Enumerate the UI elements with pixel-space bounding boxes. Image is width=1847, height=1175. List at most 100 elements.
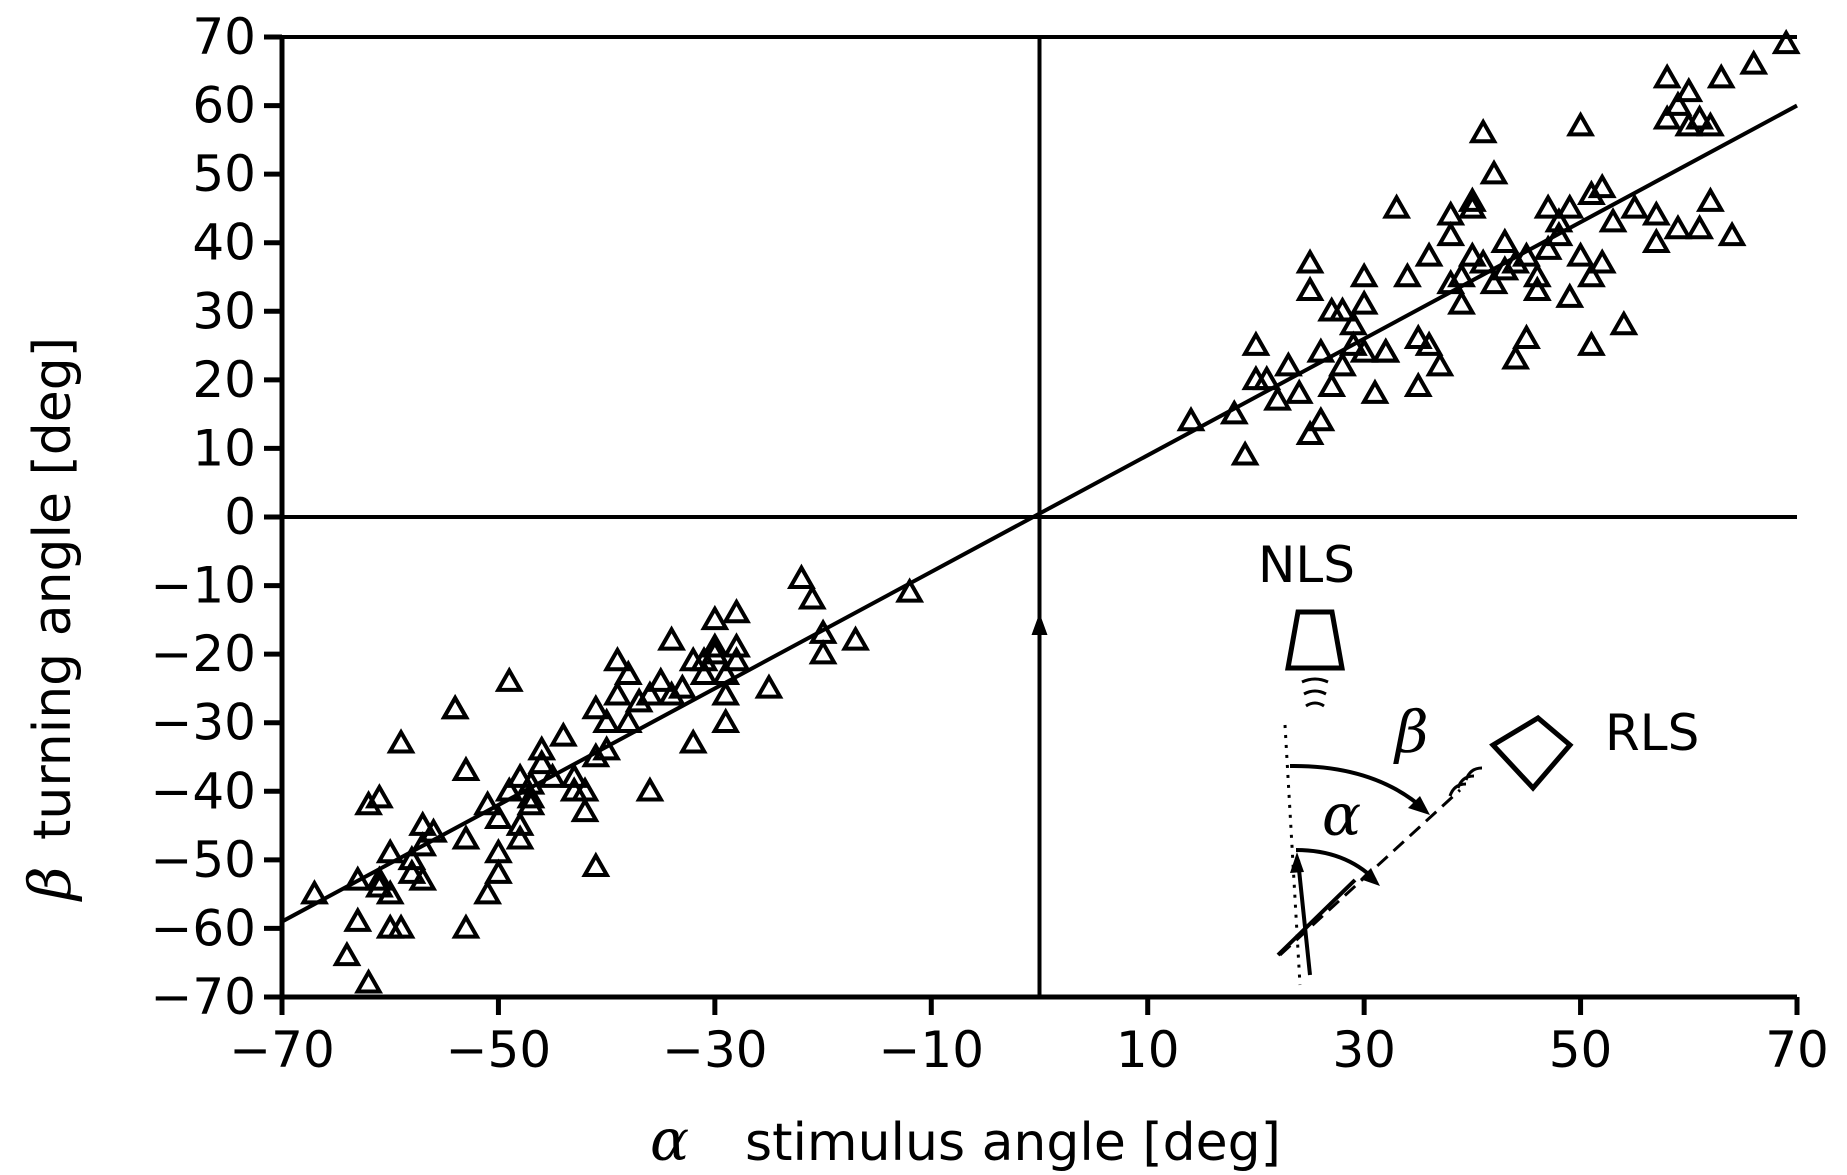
data-point [1306,405,1336,432]
data-point [1771,28,1801,55]
data-point [397,858,427,884]
data-point [1576,330,1606,356]
data-point [1447,261,1476,288]
y-tick-label: 10 [192,419,256,477]
y-axis-label: turning angle [deg] [23,337,83,840]
x-tick-label: −30 [662,1021,768,1079]
data-point [1544,220,1574,247]
data-point [419,817,448,843]
data-point [386,728,416,754]
y-axis-symbol: β [16,866,84,902]
data-point [722,597,751,624]
data-point [1695,111,1725,137]
x-tick-label: 70 [1765,1021,1829,1079]
data-point [527,735,557,761]
data-point [1522,275,1552,301]
data-point [635,776,665,802]
data-point [364,872,394,898]
data-point [711,680,741,706]
data-point [408,831,438,857]
data-point [354,789,384,816]
data-point [1674,76,1704,103]
data-point [1328,296,1357,322]
data-point [1652,104,1682,130]
alpha-arrowhead-icon [1360,868,1380,886]
control-arrowhead-icon [1031,613,1048,635]
data-point [689,659,719,685]
data-point [1295,419,1325,445]
x-tick-label: 10 [1116,1021,1180,1079]
nls-direction-line [1283,724,1302,986]
data-point [1674,111,1704,137]
data-point [505,810,535,836]
data-point [1685,213,1715,240]
data-point [1295,248,1325,274]
beta-arrowhead-icon [1408,796,1430,815]
data-point [408,865,438,891]
y-tick-label: −20 [150,625,256,683]
data-point [1447,289,1476,315]
data-point [505,824,535,850]
data-point [538,762,567,788]
x-axis-symbol: α [650,1106,689,1174]
data-point [1436,220,1466,247]
data-point [624,687,654,713]
data-point [797,584,827,610]
data-point [1306,337,1336,363]
data-point [1641,227,1671,253]
data-point [1663,90,1693,116]
data-point [1360,378,1390,404]
data-point [1695,186,1725,212]
y-tick-label: −40 [150,762,256,820]
data-point [1436,200,1466,226]
x-tick-label: −50 [446,1021,552,1079]
data-point [483,803,513,829]
data-point [1479,159,1509,185]
data-point [1652,63,1682,89]
data-point [667,673,697,699]
data-point [581,693,611,720]
data-point [451,755,481,781]
data-point [1490,227,1520,253]
data-point [1349,337,1379,363]
y-axis-title: β turning angle [deg] [16,337,84,902]
data-point [592,707,622,733]
data-point [1533,193,1563,219]
data-point [1349,261,1379,288]
data-point [1263,385,1293,411]
rls-sound-waves-icon [1448,766,1483,797]
data-point [808,639,838,665]
data-point [559,762,589,788]
y-tick-label: −50 [150,831,256,889]
data-point [1284,378,1314,404]
data-point [364,865,394,891]
data-point [700,604,730,631]
data-point [1252,364,1282,391]
data-point [1501,248,1531,274]
data-point [1317,371,1347,397]
alpha-arc [1295,848,1377,882]
data-point [657,625,687,651]
y-tick-label: 60 [192,77,256,135]
heading-arrowhead-icon [1290,852,1304,873]
nls-sound-waves-icon [1301,677,1329,708]
data-point [1349,289,1379,315]
data-point [343,865,373,891]
y-tick-label: 70 [192,8,256,66]
data-point [1490,255,1520,281]
data-point [635,680,665,706]
stimulus-geometry-inset: NLS RLS β α [1258,536,1699,986]
nls-label: NLS [1258,536,1355,594]
data-point [1555,282,1585,308]
data-point [711,707,741,733]
data-point [1392,261,1422,288]
y-tick-label: 20 [192,351,256,409]
data-point [1436,268,1466,295]
data-point [1512,323,1541,349]
data-point [451,913,481,939]
data-point [722,645,751,672]
data-point [332,940,362,967]
data-point [483,858,513,884]
beta-arc [1289,763,1427,812]
